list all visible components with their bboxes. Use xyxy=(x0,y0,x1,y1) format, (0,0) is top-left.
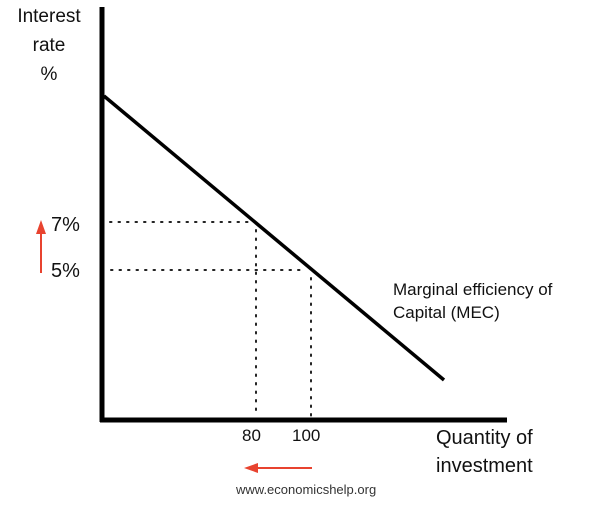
investment-fall-arrow-icon xyxy=(244,463,312,473)
interest-rise-arrow-icon xyxy=(36,220,46,273)
x-axis-label: Quantity of investment xyxy=(436,427,533,477)
y-tick-7pct: 7% xyxy=(51,214,80,236)
x-tick-80: 80 xyxy=(242,426,261,445)
y-tick-5pct: 5% xyxy=(51,260,80,282)
source-credit: www.economicshelp.org xyxy=(236,482,377,497)
x-tick-100: 100 xyxy=(292,426,321,445)
mec-curve-label: Marginal efficiency of Capital (MEC) xyxy=(393,280,553,323)
mec-curve xyxy=(102,94,446,382)
y-axis-label: Interest rate % xyxy=(17,6,81,85)
